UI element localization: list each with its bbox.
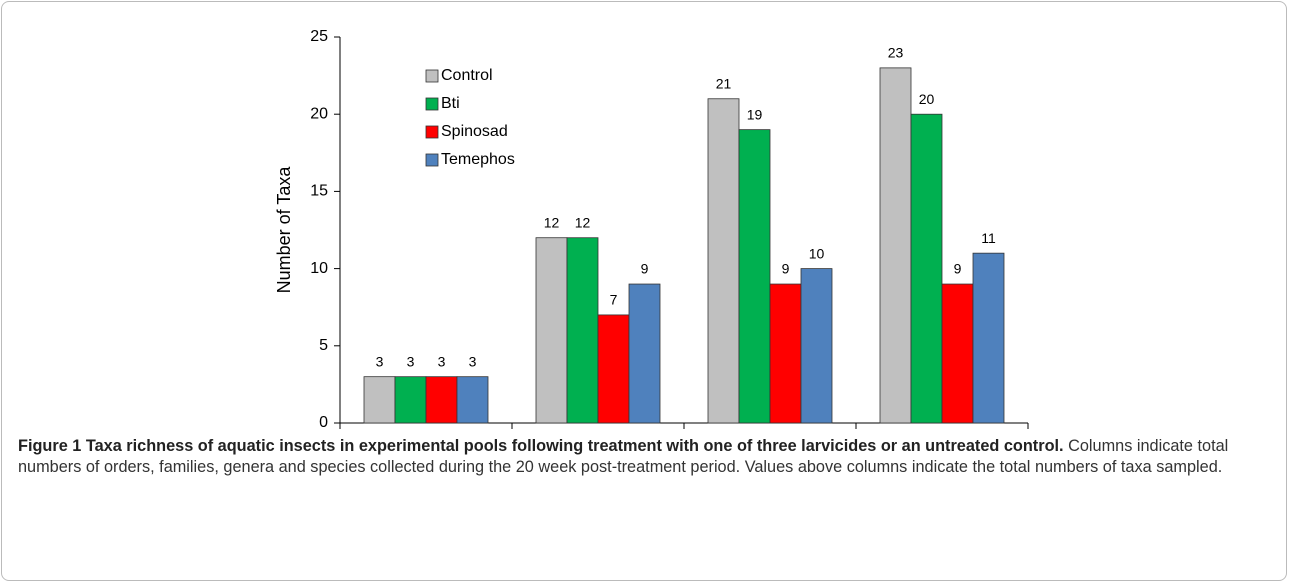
caption: Figure 1 Taxa richness of aquatic insect…: [18, 436, 1280, 478]
value-label: 10: [809, 245, 825, 261]
value-label: 3: [438, 353, 446, 369]
value-label: 19: [747, 106, 763, 122]
y-tick-label: 15: [310, 183, 328, 200]
bar: [972, 252, 1005, 424]
bar: [394, 376, 427, 424]
caption-text: Columns indicate total numbers of orders…: [18, 437, 1229, 476]
y-tick-label: 0: [319, 414, 328, 430]
value-label: 11: [981, 230, 996, 246]
bar: [879, 67, 912, 424]
value-label: 9: [954, 261, 962, 277]
chart: Number of Taxa 0510152025Order3333Family…: [274, 28, 1029, 430]
caption-label: Figure 1: [18, 437, 82, 455]
y-tick-label: 25: [310, 28, 328, 45]
legend-label: Spinosad: [441, 123, 508, 140]
value-label: 3: [469, 353, 477, 369]
legend-swatch: [425, 153, 439, 167]
bar: [941, 283, 974, 424]
value-label: 12: [544, 214, 560, 230]
bar: [535, 237, 568, 424]
legend-label: Control: [441, 67, 493, 84]
bar: [707, 98, 740, 424]
legend-swatch: [425, 97, 439, 111]
value-label: 23: [888, 45, 904, 61]
value-label: 20: [919, 91, 935, 107]
bar: [363, 376, 396, 424]
legend-swatch: [425, 125, 439, 139]
bar: [628, 283, 661, 424]
bar: [800, 268, 833, 424]
value-label: 3: [407, 353, 415, 369]
bar: [738, 129, 771, 424]
bar: [910, 113, 943, 424]
bar: [566, 237, 599, 424]
y-tick-label: 10: [310, 260, 328, 277]
legend-label: Bti: [441, 95, 460, 112]
y-tick-label: 5: [319, 337, 328, 354]
value-label: 7: [610, 292, 618, 308]
legend-swatch: [425, 69, 439, 83]
value-label: 12: [575, 214, 591, 230]
bar: [456, 376, 489, 424]
value-label: 9: [782, 261, 790, 277]
bar: [597, 314, 630, 424]
bar: [425, 376, 458, 424]
legend-label: Temephos: [441, 151, 515, 168]
caption-title: Taxa richness of aquatic insects in expe…: [85, 437, 1064, 455]
y-tick-label: 20: [310, 105, 328, 122]
y-axis-label: Number of Taxa: [274, 166, 294, 294]
value-label: 21: [716, 75, 732, 91]
bar: [769, 283, 802, 424]
value-label: 3: [376, 353, 384, 369]
value-label: 9: [641, 261, 649, 277]
